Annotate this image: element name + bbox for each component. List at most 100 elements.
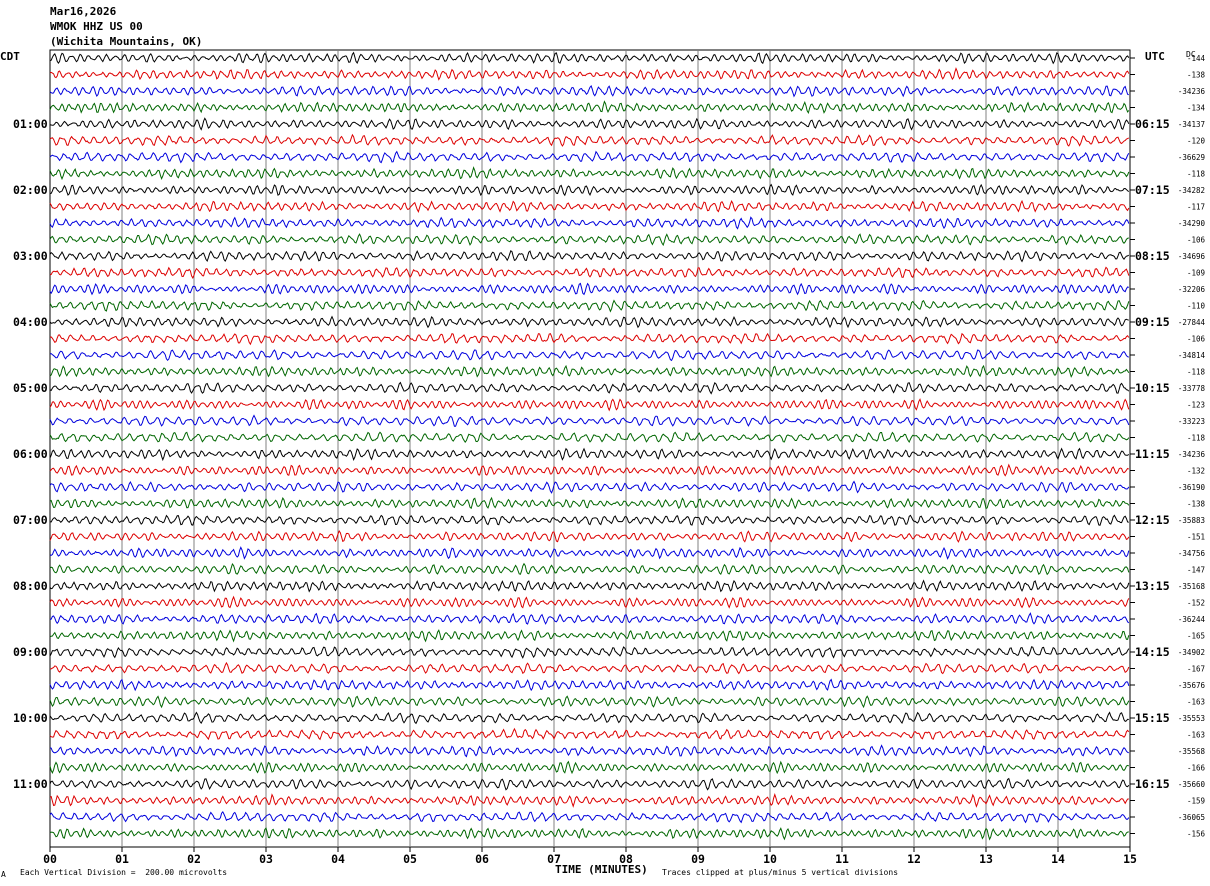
seismic-trace	[49, 447, 1130, 462]
dc-offset-label: -34290	[1178, 219, 1206, 228]
x-tick-label: 05	[403, 852, 417, 866]
dc-offset-label: -35676	[1178, 681, 1206, 690]
vertical-division-note: Each Vertical Division = 200.00 microvol…	[20, 868, 228, 877]
x-tick-label: 11	[835, 852, 849, 866]
x-tick-label: 02	[187, 852, 201, 866]
x-tick-label: 07	[547, 852, 561, 866]
x-tick-label: 01	[115, 852, 129, 866]
seismic-trace	[49, 199, 1130, 213]
clip-note: Traces clipped at plus/minus 5 vertical …	[662, 868, 899, 877]
dc-offset-label: -109	[1187, 269, 1205, 278]
right-timezone-label: UTC	[1145, 50, 1165, 63]
seismic-trace	[49, 349, 1129, 362]
seismic-trace	[49, 282, 1129, 296]
seismic-trace	[49, 183, 1130, 197]
plot-frame	[49, 49, 1131, 848]
dc-offset-label: -110	[1187, 302, 1206, 311]
dc-offset-label: -36244	[1178, 615, 1206, 624]
dc-offset-label: -166	[1187, 764, 1206, 773]
dc-column-label: DC	[1186, 50, 1196, 59]
dc-offset-label: -34236	[1178, 450, 1206, 459]
dc-offset-label: -34814	[1178, 351, 1206, 360]
seismic-trace	[49, 85, 1129, 98]
right-time-label: 06:15	[1135, 117, 1170, 131]
seismic-trace	[49, 133, 1130, 147]
right-time-label: 07:15	[1135, 183, 1170, 197]
dc-offset-label: -27844	[1178, 318, 1206, 327]
seismic-trace	[49, 562, 1130, 576]
seismic-trace	[49, 332, 1130, 346]
dc-offset-label: -32206	[1178, 285, 1206, 294]
seismic-trace	[49, 266, 1130, 279]
dc-offset-label: -159	[1187, 797, 1205, 806]
header-location: (Wichita Mountains, OK)	[50, 35, 203, 48]
seismic-trace	[49, 233, 1129, 247]
left-time-label: 09:00	[13, 645, 48, 659]
dc-offset-label: -138	[1187, 500, 1206, 509]
seismic-trace	[49, 595, 1130, 609]
seismic-trace	[49, 431, 1130, 444]
x-tick-label: 14	[1051, 852, 1065, 866]
seismic-trace	[49, 166, 1130, 181]
left-time-label: 10:00	[13, 711, 48, 725]
dc-offset-label: -36629	[1178, 153, 1205, 162]
seismic-trace	[49, 216, 1130, 230]
dc-offset-label: -120	[1187, 137, 1206, 146]
dc-offset-label: -35660	[1178, 780, 1206, 789]
dc-offset-label: -163	[1187, 698, 1205, 707]
left-time-label: 02:00	[13, 183, 48, 197]
seismic-trace	[49, 546, 1130, 560]
seismic-trace	[49, 315, 1129, 329]
dc-offset-label: -34902	[1178, 648, 1205, 657]
left-time-label: 05:00	[13, 381, 48, 395]
x-tick-label: 13	[979, 852, 993, 866]
x-tick-label: 03	[259, 852, 273, 866]
dc-offset-label: -118	[1187, 434, 1206, 443]
dc-offset-label: -118	[1187, 170, 1206, 179]
left-time-label: 11:00	[13, 777, 48, 791]
dc-offset-label: -165	[1187, 632, 1205, 641]
dc-offset-label: -33223	[1178, 417, 1205, 426]
seismic-trace	[49, 299, 1130, 313]
dc-offset-label: -134	[1187, 104, 1206, 113]
right-time-label: 15:15	[1135, 711, 1170, 725]
dc-offset-label: -34696	[1178, 252, 1206, 261]
dc-offset-label: -138	[1187, 71, 1206, 80]
dc-offset-label: -34282	[1178, 186, 1205, 195]
seismic-trace	[49, 249, 1130, 263]
left-time-label: 08:00	[13, 579, 48, 593]
seismic-trace	[49, 711, 1129, 725]
x-tick-label: 04	[331, 852, 345, 866]
seismic-trace	[49, 810, 1130, 824]
seismic-trace	[49, 744, 1129, 758]
seismic-trace	[49, 117, 1130, 131]
x-tick-label: 09	[691, 852, 705, 866]
dc-offset-label: -35168	[1178, 582, 1206, 591]
dc-offset-label: -118	[1187, 368, 1206, 377]
dc-offset-label: -34756	[1178, 549, 1206, 558]
left-time-label: 01:00	[13, 117, 48, 131]
seismic-trace	[49, 792, 1129, 808]
seismic-trace	[49, 51, 1130, 65]
seismic-trace	[49, 381, 1130, 395]
dc-offset-label: -123	[1187, 401, 1205, 410]
dc-offset-label: -34137	[1178, 120, 1205, 129]
x-tick-label: 06	[475, 852, 489, 866]
left-time-label: 06:00	[13, 447, 48, 461]
dc-offset-label: -35883	[1178, 516, 1205, 525]
dc-offset-label: -35568	[1178, 747, 1206, 756]
seismic-trace	[49, 496, 1130, 510]
header-station: WMOK HHZ US 00	[50, 20, 143, 33]
dc-offset-label: -117	[1187, 203, 1205, 212]
right-time-label: 12:15	[1135, 513, 1170, 527]
dc-offset-label: -33778	[1178, 384, 1206, 393]
dc-offset-label: -156	[1187, 830, 1206, 839]
seismic-trace	[49, 67, 1130, 81]
left-time-label: 07:00	[13, 513, 48, 527]
right-time-label: 11:15	[1135, 447, 1170, 461]
seismic-trace	[49, 579, 1130, 593]
dc-offset-label: -151	[1187, 533, 1205, 542]
right-time-label: 10:15	[1135, 381, 1170, 395]
seismic-trace	[49, 398, 1130, 412]
